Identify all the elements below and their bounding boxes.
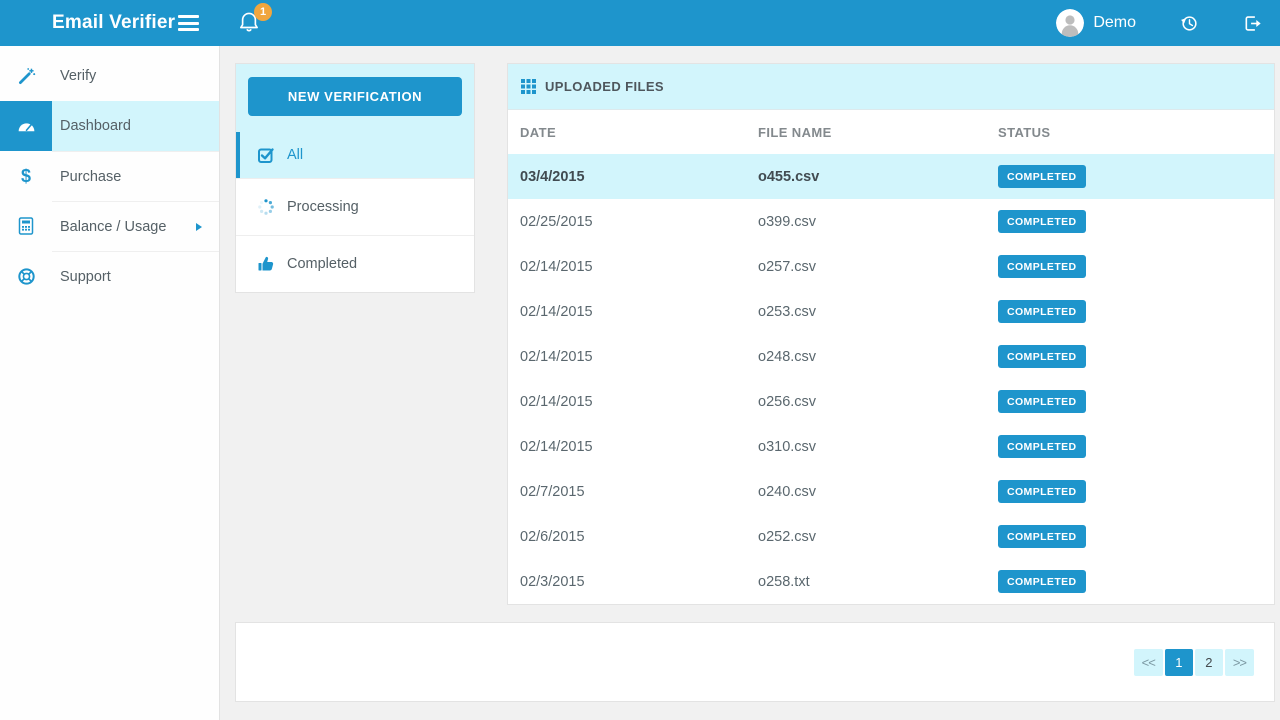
spinner-icon [256,198,276,216]
gauge-icon [0,101,52,151]
app-title: Email Verifier [52,12,176,33]
cell-date: 02/14/2015 [520,348,593,365]
table-header-row: DATE FILE NAME STATUS [508,110,1274,154]
pagination-panel: << 1 2 >> [235,622,1275,702]
cell-file: o248.csv [758,348,817,365]
status-badge: COMPLETED [998,210,1086,233]
user-name[interactable]: Demo [1093,14,1136,31]
cell-file: o240.csv [758,483,817,500]
status-badge: COMPLETED [998,390,1086,413]
status-badge: COMPLETED [998,435,1086,458]
uploaded-files-panel: UPLOADED FILES DATE FILE NAME STATUS 03/… [507,63,1275,605]
status-badge: COMPLETED [998,525,1086,548]
cell-date: 02/14/2015 [520,393,593,410]
pagination-last-button[interactable]: >> [1224,649,1254,676]
table-row[interactable]: 02/25/2015 o399.csv COMPLETED [508,199,1274,244]
status-badge: COMPLETED [998,570,1086,593]
cell-file: o455.csv [758,154,998,199]
table-row[interactable]: 02/14/2015 o248.csv COMPLETED [508,334,1274,379]
pagination-first-button[interactable]: << [1133,649,1163,676]
column-header-file: FILE NAME [758,124,832,140]
sidebar-item-verify[interactable]: Verify [0,51,219,101]
cell-file: o253.csv [758,303,817,320]
notification-badge: 1 [254,3,272,21]
table-row[interactable]: 02/14/2015 o253.csv COMPLETED [508,289,1274,334]
filter-label: Completed [287,256,358,272]
sidebar-item-label: Support [60,268,111,285]
cell-date: 02/3/2015 [520,573,585,590]
status-badge: COMPLETED [998,255,1086,278]
cell-date: 02/14/2015 [520,303,593,320]
sidebar-item-support[interactable]: Support [0,251,219,301]
sidebar-item-label: Verify [60,68,97,84]
sidebar-item-dashboard[interactable]: Dashboard [0,101,219,151]
table-row[interactable]: 02/14/2015 o257.csv COMPLETED [508,244,1274,289]
cell-date: 02/14/2015 [520,258,593,275]
avatar[interactable] [1056,9,1085,37]
status-badge: COMPLETED [998,345,1086,368]
table-row[interactable]: 02/7/2015 o240.csv COMPLETED [508,469,1274,514]
panel-title: UPLOADED FILES [545,79,664,94]
filter-label: Processing [287,199,359,215]
dollar-icon: $ [20,165,31,186]
bell-icon [240,12,258,32]
cell-file: o256.csv [758,393,817,410]
magic-wand-icon [0,51,52,101]
history-button[interactable] [1180,14,1199,33]
sidebar-item-label: Purchase [60,168,122,185]
cell-date: 02/7/2015 [520,483,585,500]
pagination-page-2[interactable]: 2 [1194,649,1223,676]
table-row[interactable]: 02/6/2015 o252.csv COMPLETED [508,514,1274,559]
cell-date: 03/4/2015 [508,154,758,199]
cell-date: 02/14/2015 [520,438,593,455]
cell-file: o399.csv [758,213,817,230]
sign-out-icon [1245,15,1261,31]
cell-date: 02/6/2015 [520,528,585,545]
calculator-icon [0,201,52,251]
status-badge: COMPLETED [998,480,1086,503]
cell-file: o258.txt [758,573,810,590]
table-row[interactable]: 02/14/2015 o310.csv COMPLETED [508,424,1274,469]
topbar: Email Verifier 1 Demo [0,0,1280,46]
sidebar-item-balance-usage[interactable]: Balance / Usage [0,201,219,251]
notifications-button[interactable]: 1 [238,3,274,42]
status-badge: COMPLETED [998,165,1086,188]
grid-icon [521,79,536,94]
filter-completed[interactable]: Completed [236,235,474,292]
pagination-page-1[interactable]: 1 [1164,649,1193,676]
uploaded-files-table: DATE FILE NAME STATUS 03/4/2015 o455.csv… [508,110,1274,604]
chevron-right-icon [196,222,202,231]
filter-processing[interactable]: Processing [236,178,474,235]
filter-all[interactable]: All [236,132,474,178]
new-verification-button[interactable]: NEW VERIFICATION [248,77,462,116]
life-ring-icon [0,251,52,301]
sidebar: Verify Dashboard $ Purchase [0,46,220,720]
cell-file: o252.csv [758,528,817,545]
sidebar-item-purchase[interactable]: $ Purchase [0,151,219,201]
content-area: NEW VERIFICATION All [220,46,1280,720]
cell-file: o257.csv [758,258,817,275]
cell-file: o310.csv [758,438,817,455]
sidebar-item-label: Dashboard [60,118,131,134]
sidebar-item-label: Balance / Usage [60,218,167,235]
column-header-date: DATE [520,124,557,140]
table-row[interactable]: 03/4/2015 o455.csv COMPLETED [508,154,1274,199]
logout-button[interactable] [1243,14,1262,33]
status-badge: COMPLETED [998,300,1086,323]
column-header-status: STATUS [998,124,1051,140]
menu-icon[interactable] [178,15,199,31]
table-row[interactable]: 02/14/2015 o256.csv COMPLETED [508,379,1274,424]
thumbs-up-icon [256,255,276,273]
filter-panel: NEW VERIFICATION All [235,63,475,293]
check-square-icon [256,146,276,164]
filter-label: All [287,147,304,163]
cell-date: 02/25/2015 [520,213,593,230]
table-row[interactable]: 02/3/2015 o258.txt COMPLETED [508,559,1274,604]
history-icon [1181,15,1197,31]
